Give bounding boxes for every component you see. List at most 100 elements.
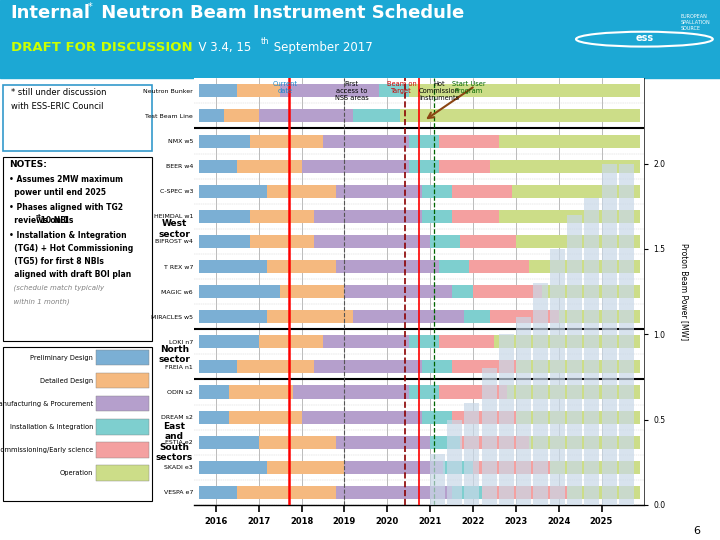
Bar [438, 260, 469, 273]
Bar [258, 335, 323, 348]
Text: Start User
Program: Start User Program [452, 81, 486, 94]
Text: within 1 month): within 1 month) [9, 298, 70, 305]
Bar [421, 210, 451, 223]
Bar [473, 461, 550, 474]
Bar [499, 134, 640, 147]
Bar [567, 215, 582, 505]
Bar [199, 436, 258, 449]
Bar [379, 84, 409, 97]
Bar [3, 85, 152, 151]
Bar [451, 210, 499, 223]
Bar [559, 310, 640, 323]
Bar [315, 235, 430, 248]
Text: (schedule match typically: (schedule match typically [9, 285, 104, 292]
Bar [409, 335, 438, 348]
Text: Neutron Beam Instrument Schedule: Neutron Beam Instrument Schedule [95, 4, 464, 22]
Text: • Phases aligned with TG2: • Phases aligned with TG2 [9, 203, 123, 212]
Text: East
and
South
sectors: East and South sectors [156, 422, 193, 462]
Text: Detailed Design: Detailed Design [40, 378, 93, 384]
Bar [199, 110, 225, 123]
Bar [430, 436, 460, 449]
Text: DRAFT FOR DISCUSSION: DRAFT FOR DISCUSSION [11, 40, 192, 53]
Bar [315, 210, 421, 223]
Text: 10 NBIs: 10 NBIs [38, 216, 73, 225]
Bar [199, 486, 238, 499]
Text: • Installation & Integration: • Installation & Integration [9, 231, 127, 240]
Bar [541, 285, 640, 298]
Text: North
sector: North sector [158, 345, 191, 364]
Bar [199, 260, 267, 273]
Text: Internal: Internal [11, 4, 91, 22]
Bar [238, 84, 280, 97]
Bar [250, 235, 315, 248]
Bar [400, 110, 640, 123]
Bar [336, 486, 451, 499]
Bar [353, 310, 464, 323]
Bar [315, 360, 421, 373]
Bar [601, 164, 616, 505]
Text: Beam on
Target: Beam on Target [387, 81, 417, 94]
Bar [618, 164, 634, 505]
Text: West
sector: West sector [158, 219, 191, 239]
Bar [443, 461, 473, 474]
Bar [460, 235, 516, 248]
Text: 6: 6 [693, 525, 700, 536]
Text: • Assumes 2MW maximum: • Assumes 2MW maximum [9, 175, 123, 184]
Text: with ESS-ERIC Council: with ESS-ERIC Council [11, 102, 104, 111]
Bar [451, 285, 473, 298]
Bar [199, 285, 280, 298]
Text: (TG4) + Hot Commissioning: (TG4) + Hot Commissioning [9, 244, 133, 253]
Bar [96, 396, 148, 411]
Bar [421, 185, 451, 198]
Bar [250, 210, 315, 223]
Bar [3, 157, 152, 341]
Bar [199, 360, 238, 373]
Bar [451, 360, 516, 373]
Bar [430, 235, 460, 248]
Bar [528, 436, 640, 449]
Bar [267, 260, 336, 273]
Bar [238, 160, 302, 173]
Bar [96, 350, 148, 366]
Y-axis label: Proton Beam Power [MW]: Proton Beam Power [MW] [680, 243, 688, 340]
Text: Preliminary Design: Preliminary Design [30, 355, 93, 361]
Bar [438, 386, 508, 399]
Bar [430, 454, 445, 505]
Bar [550, 461, 640, 474]
Text: reviews on 1: reviews on 1 [9, 216, 69, 225]
Bar [469, 260, 528, 273]
Bar [528, 260, 640, 273]
Bar [258, 436, 336, 449]
Bar [353, 110, 400, 123]
Bar [464, 402, 480, 505]
Bar [516, 235, 640, 248]
Bar [344, 285, 451, 298]
Bar [3, 347, 152, 501]
Text: power until end 2025: power until end 2025 [9, 188, 107, 197]
Bar [499, 210, 640, 223]
Bar [238, 486, 336, 499]
Bar [516, 360, 640, 373]
Bar [336, 185, 421, 198]
Bar [409, 134, 438, 147]
Text: aligned with draft BOI plan: aligned with draft BOI plan [9, 270, 132, 279]
Text: *: * [88, 2, 93, 12]
Bar [499, 334, 513, 505]
Bar [460, 436, 528, 449]
Bar [490, 310, 559, 323]
Bar [550, 249, 565, 505]
Bar [267, 185, 336, 198]
Text: Current
date: Current date [273, 81, 298, 94]
Text: NOTES:: NOTES: [9, 160, 48, 169]
Bar [451, 185, 511, 198]
Bar [199, 386, 229, 399]
Bar [225, 110, 258, 123]
Bar [533, 283, 548, 505]
Bar [96, 442, 148, 457]
Bar [302, 410, 421, 423]
Bar [199, 134, 250, 147]
Bar [293, 386, 409, 399]
Bar [323, 335, 409, 348]
Bar [336, 260, 438, 273]
Text: ess: ess [635, 32, 654, 43]
